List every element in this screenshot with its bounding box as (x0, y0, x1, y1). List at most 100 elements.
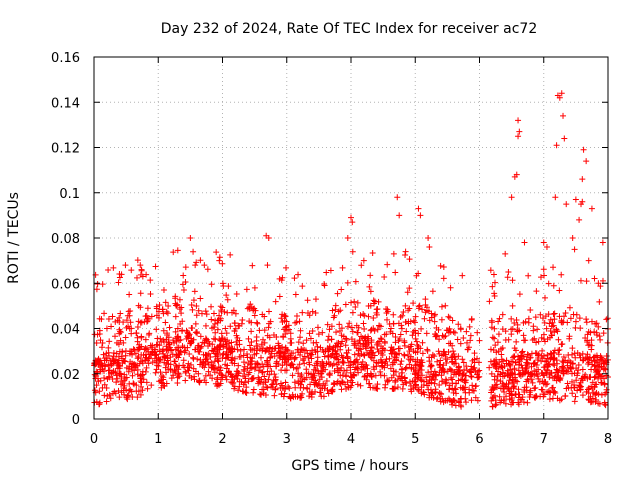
data-point (571, 398, 578, 405)
data-point (120, 357, 127, 364)
data-point (393, 354, 400, 361)
data-point (166, 344, 173, 351)
data-point (352, 303, 359, 310)
data-point (496, 315, 503, 322)
data-point (265, 324, 272, 331)
y-tick-label: 0 (72, 413, 80, 428)
data-point (291, 379, 298, 386)
data-point (193, 312, 200, 319)
data-point (352, 364, 359, 371)
data-point (349, 328, 356, 335)
data-point (193, 259, 200, 266)
data-point (253, 333, 260, 340)
data-point (370, 297, 377, 304)
data-point (577, 325, 584, 332)
data-point (440, 264, 447, 271)
data-point (300, 357, 307, 364)
data-point (527, 307, 534, 314)
data-point (584, 375, 591, 382)
data-point (511, 383, 518, 390)
data-point (518, 349, 525, 356)
data-point (354, 299, 361, 306)
data-point (252, 364, 259, 371)
data-point (513, 347, 519, 354)
data-point (158, 384, 165, 391)
data-point (542, 381, 549, 388)
data-point (355, 369, 362, 376)
data-point (425, 235, 432, 241)
data-point (459, 371, 466, 378)
data-point (195, 307, 202, 314)
data-point (491, 335, 498, 342)
data-point (487, 346, 494, 353)
data-point (381, 273, 388, 280)
y-tick-label: 0.02 (51, 368, 80, 383)
data-point (555, 375, 562, 382)
data-point (511, 319, 518, 326)
data-point (401, 374, 408, 381)
data-point (326, 370, 333, 377)
data-point (303, 370, 310, 377)
data-point (515, 117, 522, 124)
data-point (99, 281, 106, 288)
data-point (416, 302, 423, 309)
data-point (525, 272, 532, 279)
data-point (541, 338, 548, 345)
data-point (110, 264, 117, 271)
data-point (468, 369, 475, 376)
data-point (259, 386, 266, 393)
data-point (459, 385, 466, 392)
data-point (109, 313, 116, 320)
data-point (143, 379, 150, 386)
data-point (240, 373, 247, 380)
data-point (476, 367, 483, 374)
data-point (133, 274, 140, 281)
data-point (126, 387, 133, 394)
data-point (250, 389, 257, 396)
data-point (406, 285, 413, 292)
data-point (506, 361, 513, 368)
data-point (584, 351, 591, 358)
data-point (391, 385, 398, 392)
data-point (306, 361, 313, 368)
data-point (325, 359, 332, 366)
data-point (540, 335, 547, 342)
data-point (325, 352, 332, 359)
data-point (513, 171, 520, 178)
data-point (447, 366, 454, 373)
data-point (438, 378, 445, 385)
data-point (216, 254, 223, 261)
data-point (533, 350, 540, 357)
data-point (507, 362, 514, 369)
data-point (603, 353, 610, 360)
data-point (576, 315, 583, 322)
data-point (509, 326, 516, 333)
data-point (574, 349, 581, 356)
data-point (596, 400, 603, 407)
data-point (202, 322, 209, 329)
data-point (344, 354, 351, 361)
data-point (138, 334, 145, 341)
data-point (211, 345, 218, 352)
data-point (140, 376, 147, 383)
data-point (384, 378, 391, 385)
data-point (333, 329, 340, 336)
data-point (92, 360, 99, 367)
data-point (211, 369, 218, 376)
data-point (171, 358, 178, 365)
data-point (412, 335, 419, 342)
data-point (384, 261, 391, 268)
data-point (438, 390, 445, 397)
data-point (207, 372, 214, 379)
data-point (414, 372, 421, 379)
data-point (409, 332, 416, 339)
data-point (108, 370, 115, 377)
data-point (133, 329, 140, 336)
data-point (148, 313, 155, 320)
data-point (104, 375, 111, 382)
data-point (349, 219, 356, 226)
data-point (581, 373, 588, 380)
data-point (110, 358, 117, 365)
data-point (161, 338, 168, 345)
data-point (103, 398, 110, 405)
